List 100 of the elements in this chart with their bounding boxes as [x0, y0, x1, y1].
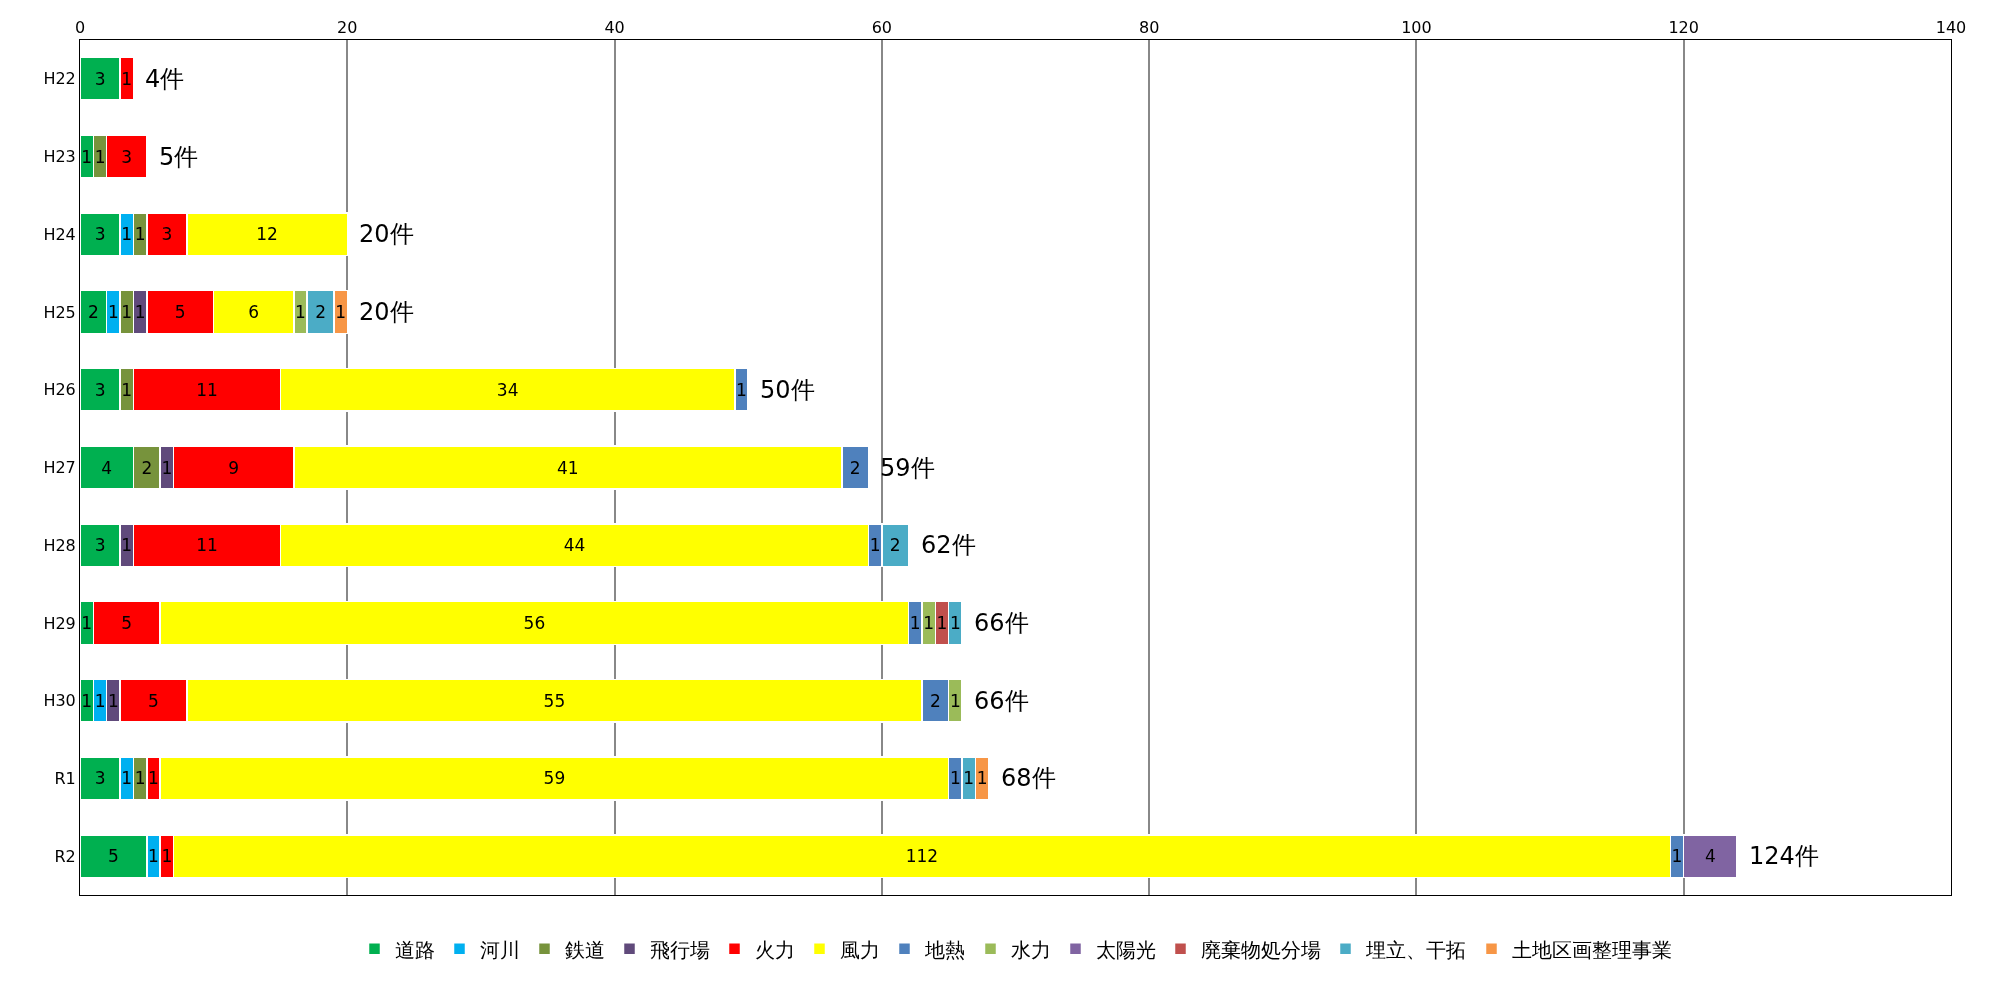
data-label: 1: [736, 379, 747, 400]
data-label: 1: [108, 690, 119, 711]
data-label: 4: [101, 457, 113, 478]
data-label: 112: [905, 846, 939, 867]
data-label: 55: [543, 690, 566, 711]
data-label: 3: [161, 224, 173, 245]
data-label: 5: [174, 302, 186, 323]
data-label: 12: [256, 224, 278, 245]
legend-label: 太陽光: [1095, 937, 1156, 962]
data-label: 3: [121, 146, 133, 167]
data-label: 1: [148, 846, 159, 867]
data-label: 2: [141, 457, 153, 478]
data-label: 1: [909, 612, 921, 633]
legend-label: 鉄道: [564, 937, 605, 962]
data-label: 34: [496, 379, 519, 400]
y-tick-label: R2: [54, 846, 76, 866]
data-label: 3: [94, 379, 106, 400]
data-label: 1: [949, 768, 961, 789]
x-tick-label: 40: [604, 17, 625, 37]
total-label: 4件: [145, 65, 185, 93]
data-label: 41: [556, 457, 579, 478]
total-label: 66件: [974, 687, 1029, 715]
data-label: 1: [121, 302, 133, 323]
y-tick-label: H26: [43, 380, 76, 400]
data-label: 1: [121, 224, 133, 245]
data-label: 59: [543, 768, 566, 789]
total-label: 5件: [159, 143, 199, 171]
x-tick-label: 0: [74, 17, 86, 37]
total-label: 50件: [760, 376, 815, 404]
data-label: 44: [563, 535, 586, 556]
data-label: 1: [161, 846, 173, 867]
total-label: 59件: [880, 454, 935, 482]
data-label: 2: [87, 302, 99, 323]
data-label: 1: [134, 224, 146, 245]
data-label: 1: [869, 535, 881, 556]
y-tick-label: H23: [43, 147, 76, 167]
x-tick-label: 100: [1401, 17, 1432, 37]
data-label: 3: [94, 224, 106, 245]
data-label: 1: [121, 379, 133, 400]
legend-label: 地熱: [923, 937, 965, 962]
legend-label: 風力: [839, 937, 880, 962]
data-label: 1: [134, 768, 146, 789]
legend-label: 水力: [1010, 937, 1051, 962]
legend-label: 飛行場: [649, 937, 710, 962]
x-tick-label: 80: [1138, 17, 1160, 37]
legend-label: 土地区画整理事業: [1511, 937, 1672, 962]
y-tick-label: H28: [43, 535, 76, 555]
data-label: 3: [94, 68, 106, 89]
y-tick-label: H29: [43, 613, 76, 633]
legend-label: 道路: [394, 937, 435, 962]
data-label: 1: [949, 612, 961, 633]
total-label: 66件: [974, 609, 1029, 637]
legend-label: 廃棄物処分場: [1200, 937, 1321, 962]
data-label: 3: [94, 535, 106, 556]
data-label: 6: [248, 302, 260, 323]
y-tick-label: H22: [43, 69, 76, 89]
x-tick-label: 20: [337, 17, 358, 37]
data-label: 1: [94, 146, 106, 167]
total-label: 124件: [1749, 842, 1819, 870]
data-label: 1: [295, 302, 306, 323]
data-label: 1: [81, 690, 93, 711]
x-tick-label: 140: [1935, 17, 1967, 37]
data-label: 1: [976, 768, 988, 789]
data-label: 11: [196, 379, 218, 400]
data-label: 1: [94, 690, 106, 711]
total-label: 20件: [359, 220, 414, 248]
data-label: 5: [148, 690, 159, 711]
data-label: 1: [134, 302, 146, 323]
data-label: 1: [148, 768, 159, 789]
x-tick-label: 120: [1668, 17, 1699, 37]
data-label: 1: [963, 768, 975, 789]
data-label: 5: [121, 612, 133, 633]
data-label: 1: [1671, 846, 1683, 867]
data-label: 1: [108, 302, 119, 323]
x-tick-label: 60: [871, 17, 893, 37]
y-tick-label: H27: [43, 458, 76, 478]
y-tick-label: H24: [43, 224, 76, 244]
data-label: 2: [889, 535, 901, 556]
y-tick-label: H30: [43, 691, 76, 711]
data-label: 1: [121, 768, 133, 789]
y-tick-label: H25: [43, 302, 76, 322]
data-label: 56: [523, 612, 546, 633]
data-label: 1: [936, 612, 948, 633]
data-label: 11: [196, 535, 218, 556]
data-label: 9: [228, 457, 240, 478]
data-label: 1: [335, 302, 347, 323]
data-label: 5: [108, 846, 119, 867]
y-tick-label: R1: [54, 769, 76, 789]
legend-label: 河川: [479, 937, 520, 962]
data-label: 2: [849, 457, 861, 478]
legend-label: 埋立、干拓: [1364, 937, 1466, 962]
data-label: 1: [81, 146, 93, 167]
data-label: 3: [94, 768, 106, 789]
data-label: 1: [121, 535, 133, 556]
total-label: 20件: [359, 298, 414, 326]
data-label: 2: [315, 302, 326, 323]
data-label: 2: [929, 690, 941, 711]
total-label: 68件: [1001, 764, 1056, 792]
data-label: 1: [923, 612, 935, 633]
data-label: 1: [949, 690, 961, 711]
